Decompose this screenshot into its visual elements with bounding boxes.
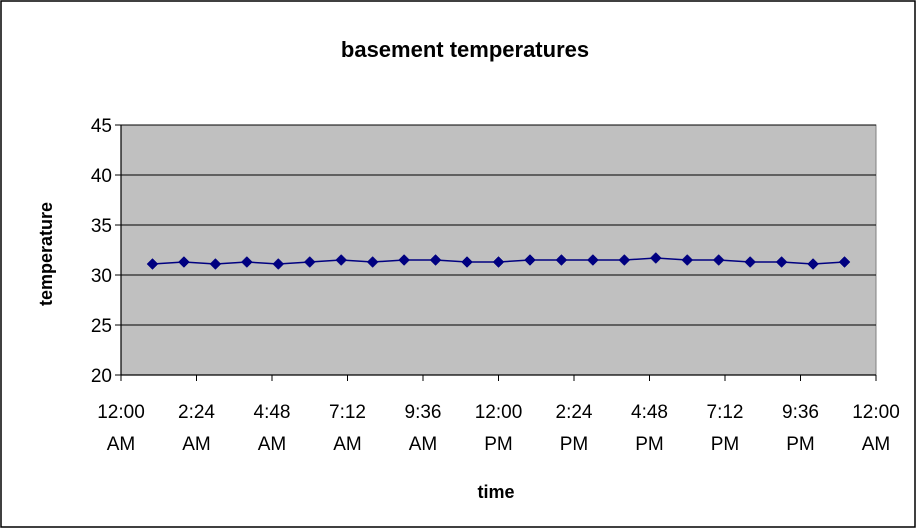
x-tick-label: AM bbox=[409, 434, 438, 455]
x-tick-label: PM bbox=[560, 434, 589, 455]
chart-title: basement temperatures bbox=[341, 37, 589, 62]
x-tick-label: 9:36 bbox=[405, 402, 442, 423]
data-point bbox=[681, 254, 694, 266]
gridlines bbox=[121, 124, 876, 326]
x-tick-label: AM bbox=[862, 434, 891, 455]
x-tick-label: 12:00 bbox=[852, 402, 900, 423]
data-point bbox=[712, 254, 725, 266]
x-tick-label: AM bbox=[107, 434, 136, 455]
data-point bbox=[335, 254, 348, 266]
data-point bbox=[240, 256, 253, 268]
y-tick-label: 20 bbox=[91, 366, 112, 387]
x-tick-label: AM bbox=[182, 434, 211, 455]
data-point bbox=[146, 258, 159, 270]
x-tick-label: AM bbox=[333, 434, 362, 455]
data-point bbox=[398, 254, 410, 266]
x-axis: 12:00 AM 2:24 AM 4:48 AM 7:12 AM 9:36 AM 12:00 PM 2:… bbox=[97, 374, 900, 455]
data-point bbox=[272, 258, 285, 270]
data-point bbox=[649, 252, 662, 264]
data-point bbox=[178, 256, 190, 268]
x-tick-label: 4:48 bbox=[254, 402, 291, 423]
x-tick-label: 4:48 bbox=[631, 402, 668, 423]
x-tick-label: 9:36 bbox=[782, 402, 819, 423]
x-tick-label: PM bbox=[635, 434, 664, 455]
data-point bbox=[587, 254, 599, 266]
data-point bbox=[618, 254, 631, 266]
data-point bbox=[838, 256, 851, 268]
x-tick-label: PM bbox=[711, 434, 740, 455]
data-point bbox=[744, 256, 757, 268]
data-point bbox=[807, 258, 819, 270]
y-tick-label: 45 bbox=[91, 116, 112, 137]
y-tick-label: 40 bbox=[91, 166, 112, 187]
data-point bbox=[492, 256, 505, 268]
data-point bbox=[461, 256, 473, 268]
data-point bbox=[303, 256, 316, 268]
plot-area bbox=[120, 124, 877, 376]
data-point bbox=[429, 254, 442, 266]
data-point bbox=[775, 256, 788, 268]
data-point bbox=[366, 256, 379, 268]
data-point bbox=[524, 254, 536, 266]
data-point bbox=[209, 258, 222, 270]
x-tick-label: 7:12 bbox=[329, 402, 366, 423]
x-tick-label: 2:24 bbox=[178, 402, 215, 423]
x-tick-label: 7:12 bbox=[707, 402, 744, 423]
y-tick-label: 30 bbox=[91, 266, 112, 287]
x-tick-label: PM bbox=[786, 434, 815, 455]
data-point bbox=[555, 254, 568, 266]
x-tick-label: 12:00 bbox=[475, 402, 523, 423]
y-axis: 20 25 30 35 40 45 bbox=[91, 116, 122, 387]
x-tick-label: PM bbox=[484, 434, 513, 455]
x-tick-label: AM bbox=[258, 434, 287, 455]
y-tick-label: 35 bbox=[91, 216, 112, 237]
x-tick-label: 12:00 bbox=[97, 402, 145, 423]
y-tick-label: 25 bbox=[91, 316, 112, 337]
series-layer bbox=[146, 252, 851, 270]
x-axis-label: time bbox=[477, 482, 514, 502]
y-axis-label: temperature bbox=[36, 202, 56, 306]
x-tick-label: 2:24 bbox=[556, 402, 593, 423]
